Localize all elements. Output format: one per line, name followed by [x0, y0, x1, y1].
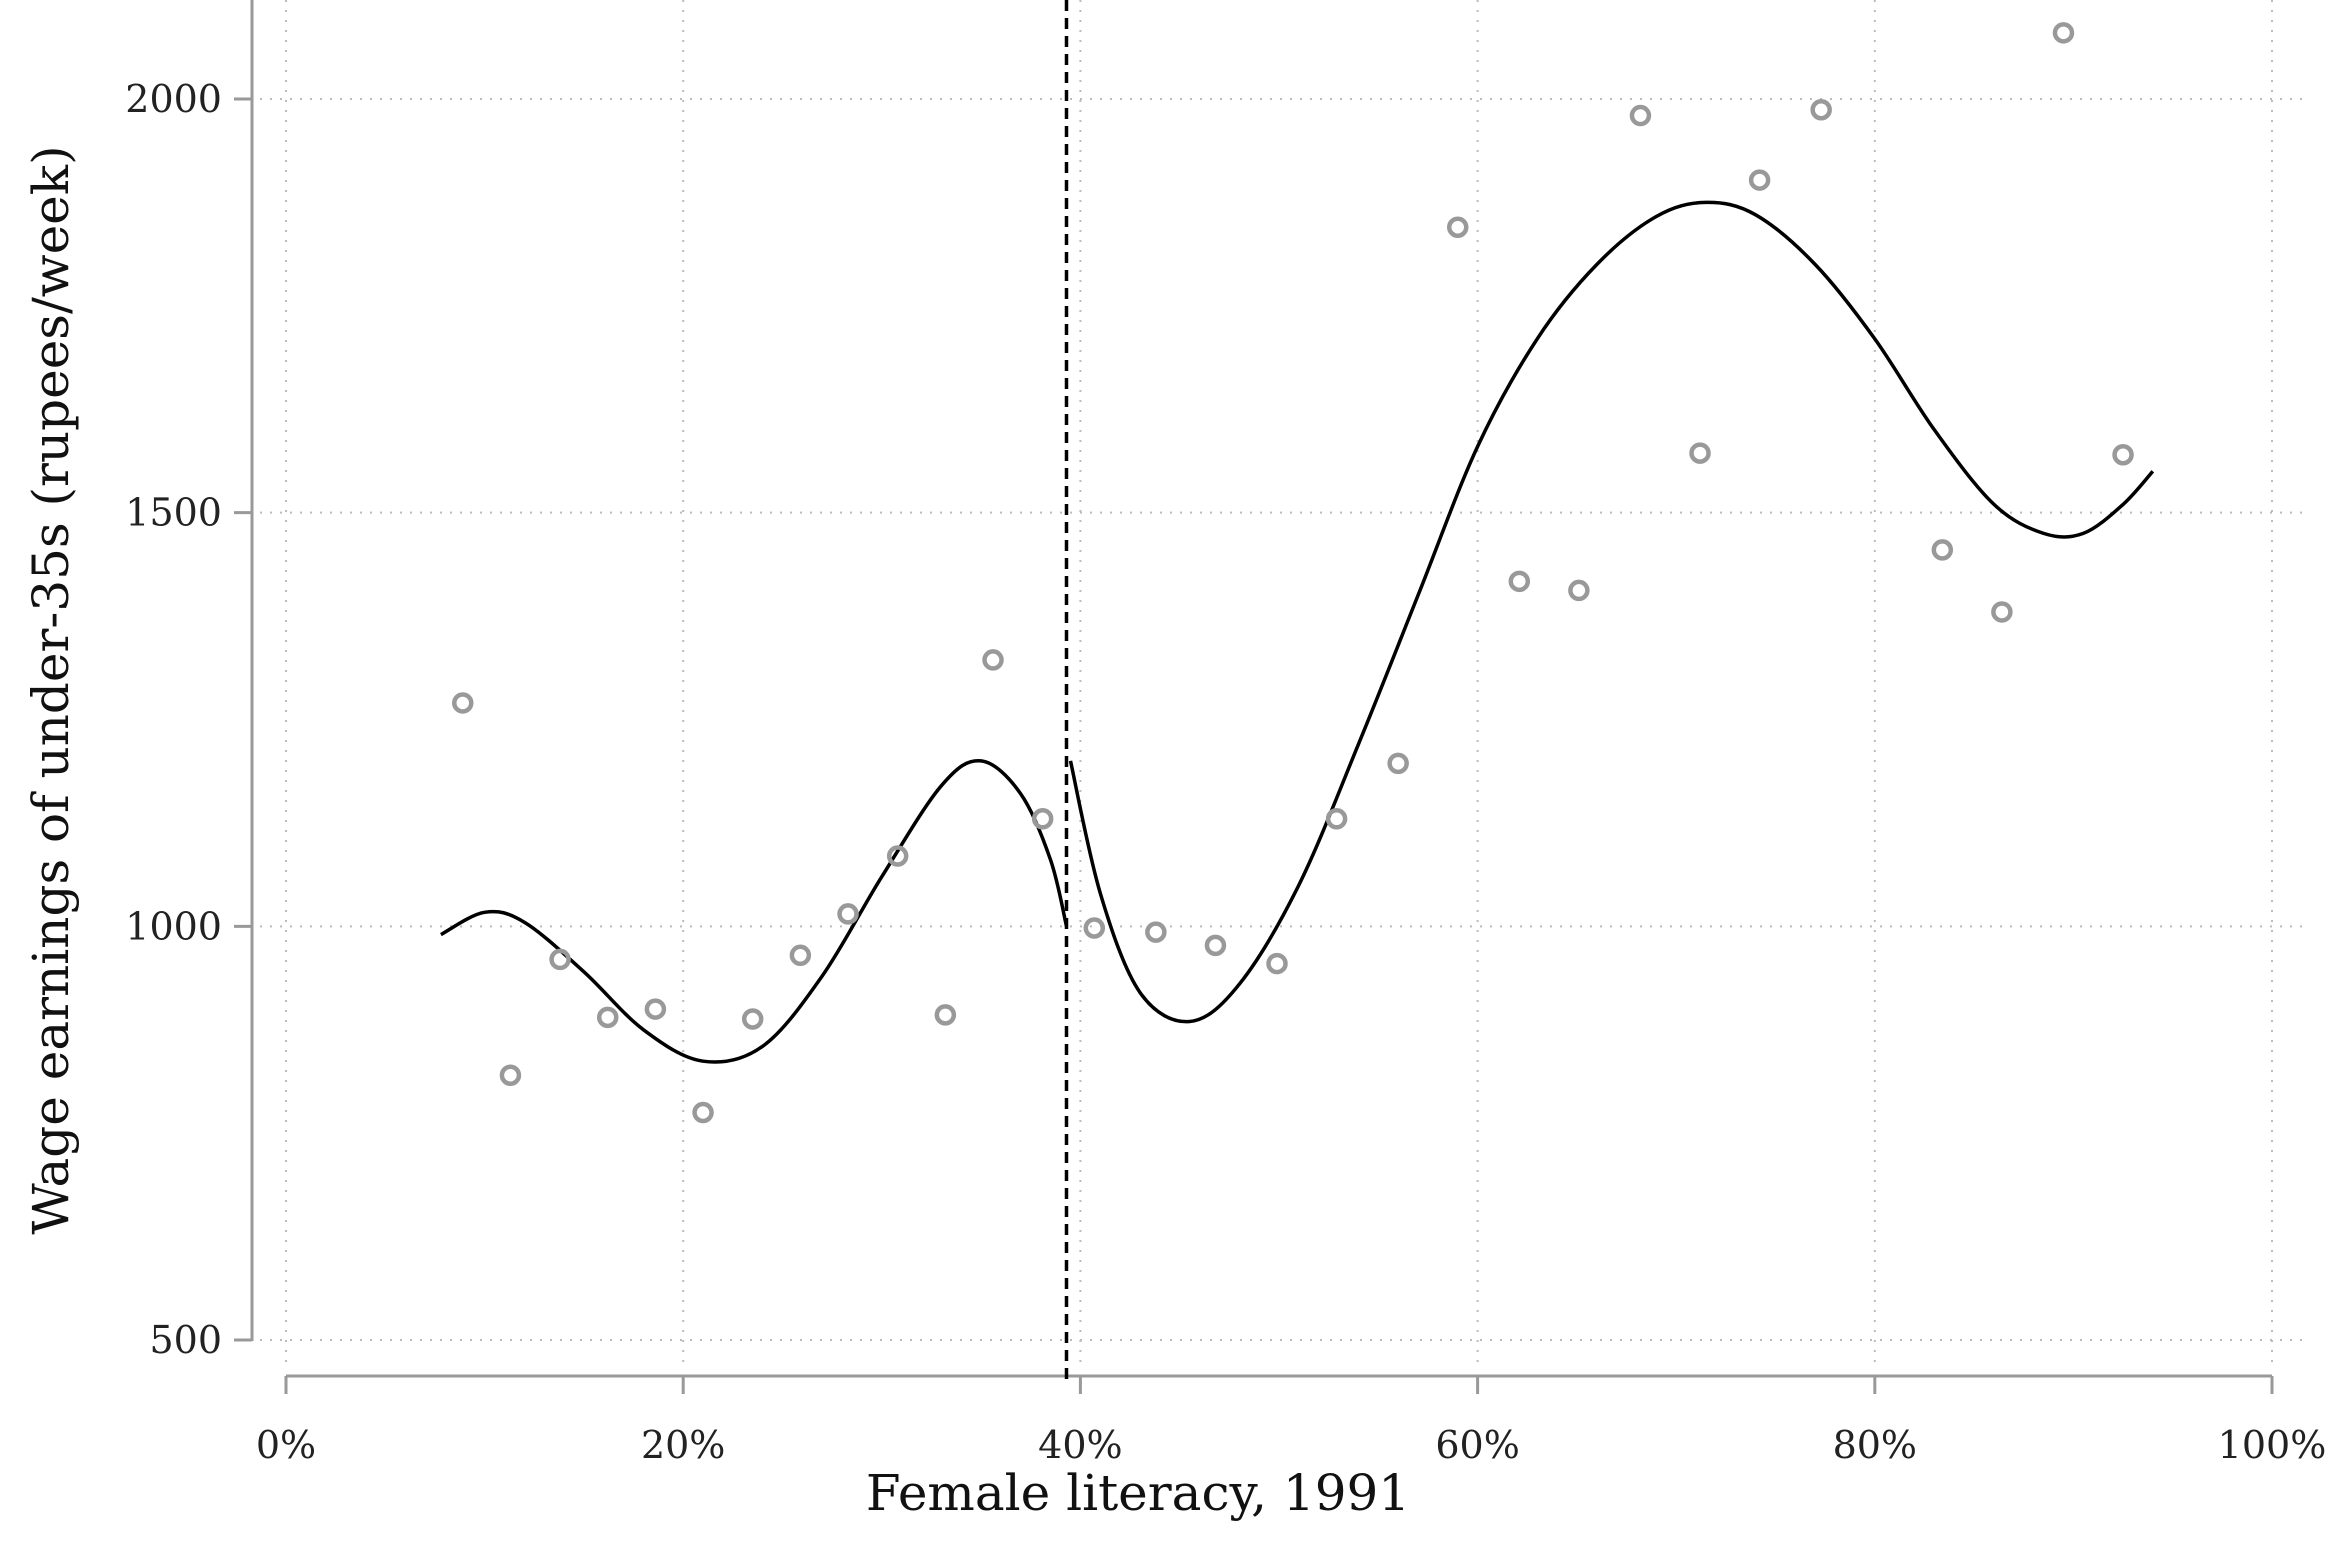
x-axis-title: Female literacy, 1991 [866, 1464, 1410, 1522]
scatter-point [741, 1008, 764, 1030]
scatter-point [1145, 921, 1167, 943]
y-tick-label: 1000 [125, 904, 222, 948]
scatter-point [1508, 570, 1531, 593]
data-points [452, 22, 2134, 1124]
scatter-point [1748, 169, 1771, 191]
scatter-point [644, 998, 667, 1020]
y-tick-label: 1500 [125, 491, 222, 535]
x-tick-label: 60% [1435, 1423, 1519, 1467]
scatter-point [499, 1064, 522, 1087]
tick-labels: 0% 20% 40% 60% 80% 100% 500 1000 1500 2000 [125, 77, 2326, 1467]
scatter-point [1031, 808, 1054, 830]
fit-lines [440, 200, 2155, 1064]
scatter-point [1629, 104, 1652, 127]
scatter-point [1810, 99, 1832, 121]
scatter-point [789, 944, 812, 967]
scatter-point [2052, 22, 2075, 44]
y-axis-title: Wage earnings of under-35s (rupees/week) [22, 145, 80, 1234]
axes [234, 0, 2274, 1394]
x-tick-label: 20% [641, 1423, 725, 1467]
x-tick-label: 40% [1038, 1423, 1122, 1467]
scatter-point [1266, 952, 1288, 975]
scatter-point [2112, 444, 2134, 466]
scatter-point [1991, 601, 2013, 623]
fit-line-left-fit [440, 759, 1069, 1064]
scatter-point [692, 1101, 714, 1124]
scatter-point [1689, 442, 1711, 464]
grid-lines [260, 0, 2308, 1368]
scatter-point [982, 649, 1004, 671]
scatter-point [837, 903, 859, 925]
x-tick-label: 80% [1833, 1423, 1917, 1467]
scatter-point [934, 1004, 957, 1026]
fit-line-right-fit [1068, 200, 2155, 1024]
scatter-point [1325, 808, 1348, 830]
scatter-point [1083, 917, 1106, 939]
y-tick-label: 2000 [125, 77, 222, 121]
scatter-point [596, 1006, 619, 1029]
scatter-point [1931, 539, 1954, 561]
scatter-point [886, 845, 909, 867]
scatter-point [452, 692, 474, 714]
scatter-point [549, 948, 571, 971]
scatter-point [1204, 934, 1227, 957]
scatter-point [1568, 579, 1590, 602]
x-tick-label: 100% [2218, 1423, 2327, 1467]
scatter-point [1446, 216, 1469, 238]
x-tick-label: 0% [256, 1423, 316, 1467]
scatter-point [1387, 752, 1409, 775]
y-tick-label: 500 [149, 1318, 222, 1362]
